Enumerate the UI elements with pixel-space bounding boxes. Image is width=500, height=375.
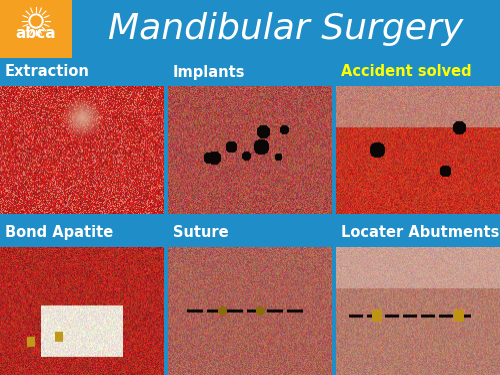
Text: Implants: Implants xyxy=(173,64,246,80)
Bar xyxy=(336,58,500,86)
Bar xyxy=(336,219,500,246)
Text: Bond Apatite: Bond Apatite xyxy=(5,225,113,240)
Bar xyxy=(168,219,332,246)
Text: Suture: Suture xyxy=(173,225,229,240)
Circle shape xyxy=(31,16,41,26)
Bar xyxy=(164,58,168,375)
Bar xyxy=(0,58,164,86)
Bar xyxy=(332,58,336,375)
Text: Locater Abutments: Locater Abutments xyxy=(341,225,500,240)
Circle shape xyxy=(29,14,43,28)
Text: Extraction: Extraction xyxy=(5,64,90,80)
Bar xyxy=(0,214,500,219)
Bar xyxy=(0,219,164,246)
Bar xyxy=(0,0,72,58)
Text: Mandibular Surgery: Mandibular Surgery xyxy=(108,12,464,46)
Bar xyxy=(168,58,332,86)
Text: abca: abca xyxy=(16,27,56,42)
Text: Accident solved: Accident solved xyxy=(341,64,471,80)
